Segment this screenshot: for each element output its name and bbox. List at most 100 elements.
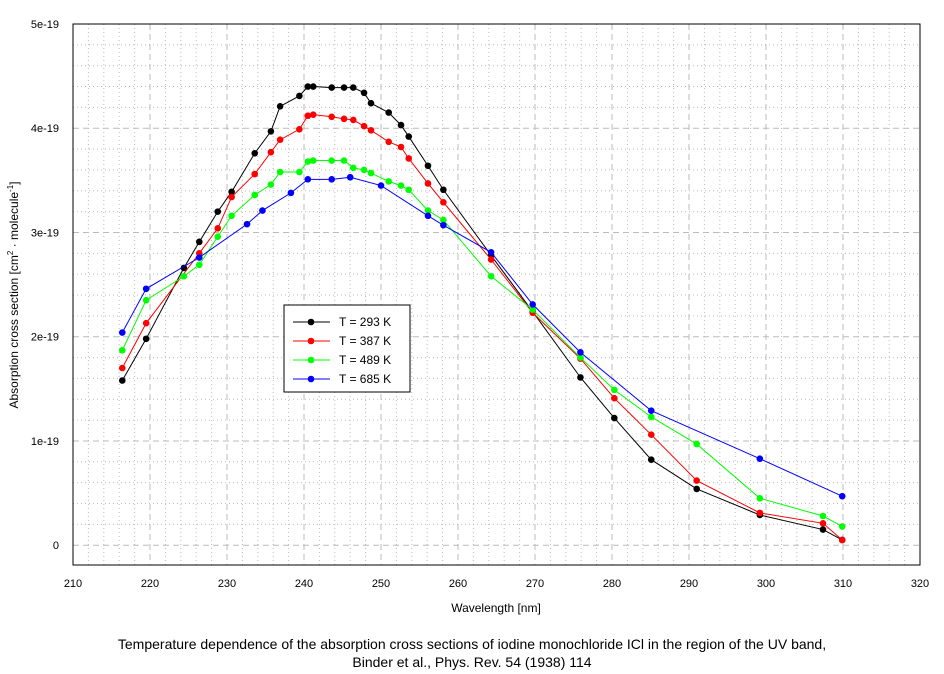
y-label-sup: 2 [6, 250, 15, 255]
data-point [195, 254, 203, 261]
x-tick-label: 310 [834, 578, 852, 590]
data-point [838, 523, 846, 530]
data-point [349, 84, 357, 91]
legend-label: T = 685 K [339, 372, 391, 386]
data-point [195, 238, 203, 246]
data-point [487, 248, 495, 256]
series-group [118, 83, 846, 544]
data-point [440, 221, 447, 229]
data-point [756, 494, 764, 502]
data-point [385, 109, 393, 116]
series-line [121, 114, 843, 541]
data-point [440, 198, 447, 206]
data-point [328, 113, 336, 121]
data-point [328, 84, 336, 91]
data-point [214, 208, 222, 215]
data-point [304, 176, 312, 183]
data-point [577, 354, 584, 361]
data-point [367, 99, 375, 107]
x-tick-label: 280 [603, 578, 621, 590]
y-tick-label: 1e-19 [31, 436, 59, 448]
data-point [195, 261, 203, 269]
data-point [529, 301, 536, 308]
data-point [424, 212, 432, 220]
caption-line-2: Binder et al., Phys. Rev. 54 (1938) 114 [352, 654, 592, 670]
data-point [487, 272, 495, 280]
series-685k [118, 173, 846, 500]
data-point [693, 440, 700, 448]
data-point [611, 386, 618, 394]
data-point [180, 272, 188, 280]
legend-label: T = 489 K [339, 353, 391, 367]
legend-marker [307, 375, 315, 383]
data-point [577, 349, 584, 356]
caption-line-1: Temperature dependence of the absorption… [117, 636, 827, 652]
x-axis: 210 220 230 240 250 260 270 280 290 300 310 320 [64, 578, 929, 590]
data-point [756, 455, 764, 462]
data-point [405, 133, 413, 140]
y-axis-label: Absorption cross section [cm2 · molecule… [6, 181, 21, 408]
series-489k [118, 157, 846, 530]
data-point [228, 188, 235, 196]
data-point [838, 536, 846, 544]
data-point [377, 182, 385, 189]
data-point [118, 364, 126, 372]
plot-frame [72, 23, 921, 566]
y-tick-label: 0 [53, 540, 59, 552]
data-point [647, 456, 655, 464]
data-point [647, 407, 655, 415]
data-point [360, 122, 368, 130]
series-line [121, 176, 843, 497]
data-point [267, 128, 275, 135]
data-point [296, 92, 303, 100]
data-point [340, 84, 348, 91]
y-label-sup: -1 [6, 184, 15, 192]
data-point [838, 492, 846, 500]
legend-marker [307, 356, 315, 364]
data-point [228, 212, 235, 220]
data-point [309, 111, 317, 118]
data-point [142, 335, 150, 343]
data-point [180, 264, 188, 272]
data-point [405, 155, 413, 162]
data-point [385, 178, 393, 185]
legend-label: T = 293 K [339, 315, 391, 329]
legend-marker [307, 337, 315, 345]
data-point [340, 115, 348, 123]
data-point [693, 477, 700, 484]
data-point [118, 346, 126, 354]
data-point [819, 512, 827, 520]
data-point [118, 377, 126, 384]
data-point [214, 225, 222, 232]
data-point [367, 127, 375, 134]
y-tick-label: 4e-19 [31, 123, 59, 135]
data-point [328, 176, 336, 183]
data-point [405, 186, 413, 194]
data-point [440, 216, 447, 224]
series-293k [118, 83, 846, 544]
data-point [424, 162, 432, 170]
data-point [819, 526, 827, 533]
data-point [276, 103, 284, 110]
data-point [340, 157, 348, 164]
data-point [346, 173, 354, 181]
data-point [251, 191, 259, 199]
data-point [440, 186, 447, 194]
y-label-part: ] [7, 181, 21, 184]
data-point [118, 329, 126, 336]
data-point [487, 256, 495, 263]
data-point [251, 149, 259, 157]
data-point [397, 182, 405, 189]
data-point [360, 166, 368, 174]
data-point [243, 220, 251, 228]
y-label-part: · molecule [7, 192, 21, 251]
data-point [424, 207, 432, 214]
data-point [529, 306, 536, 313]
legend-label: T = 387 K [339, 334, 391, 348]
y-axis: 0 1e-19 2e-19 3e-19 4e-19 5e-19 [31, 19, 59, 552]
data-point [309, 83, 317, 90]
data-point [304, 83, 312, 90]
data-point [328, 157, 336, 164]
x-tick-label: 210 [64, 578, 82, 590]
